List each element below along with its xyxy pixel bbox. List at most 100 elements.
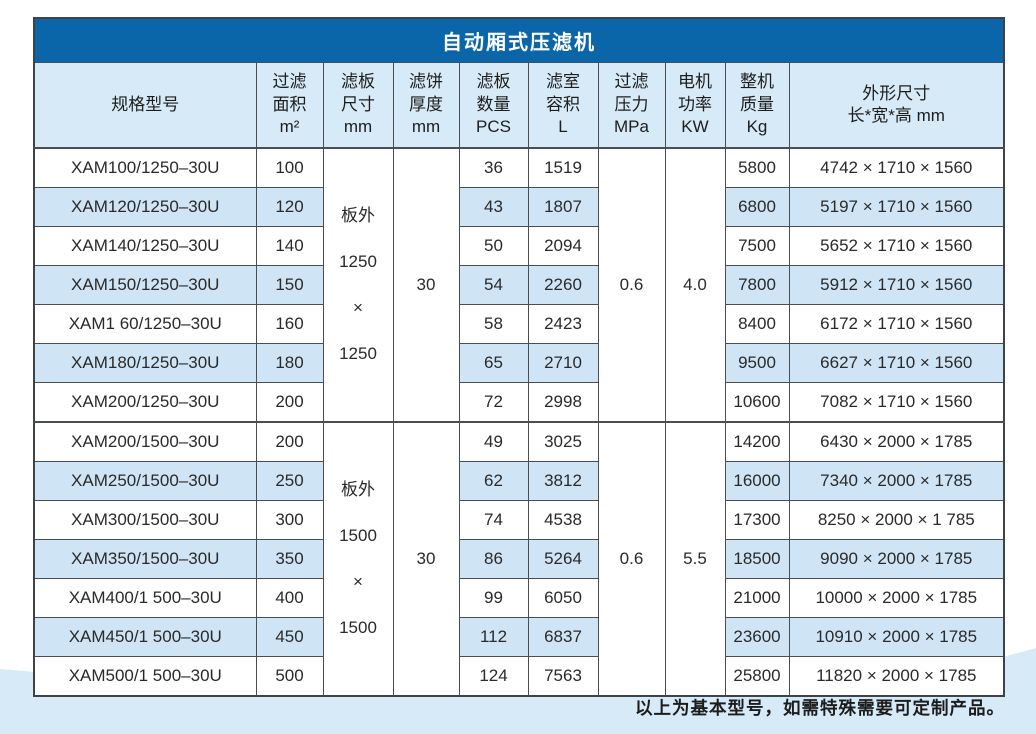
area-cell: 450 — [255, 617, 324, 657]
power-cell: 5.5 — [664, 421, 726, 697]
plate-qty-cell: 65 — [458, 343, 529, 383]
model-cell: XAM180/1250–30U — [33, 343, 257, 383]
plate-size-cell: 板外 1500 × 1500 — [322, 421, 394, 697]
area-cell: 150 — [255, 265, 324, 305]
table-row: XAM150/1250–30U 150 54 2260 7800 5912 × 1710 … — [33, 265, 1005, 305]
area-cell: 200 — [255, 382, 324, 423]
column-header-chamber-volume: 滤室 容积 L — [527, 62, 599, 149]
column-header-filter-pressure: 过滤 压力 MPa — [597, 62, 666, 149]
column-header-plate-size: 滤板 尺寸 mm — [322, 62, 394, 149]
plate-qty-cell: 54 — [458, 265, 529, 305]
power-cell: 4.0 — [664, 147, 726, 423]
dims-cell: 5912 × 1710 × 1560 — [788, 265, 1005, 305]
table-row: XAM200/1250–30U 200 72 2998 10600 7082 × 1710… — [33, 382, 1005, 423]
volume-cell: 5264 — [527, 539, 599, 579]
plate-qty-cell: 99 — [458, 578, 529, 618]
dims-cell: 6172 × 1710 × 1560 — [788, 304, 1005, 344]
column-header-motor-power: 电机 功率 KW — [664, 62, 726, 149]
table-row: XAM350/1500–30U 350 86 5264 18500 9090 × 2000… — [33, 539, 1005, 579]
model-cell: XAM250/1500–30U — [33, 461, 257, 501]
dims-cell: 11820 × 2000 × 1785 — [788, 656, 1005, 697]
weight-cell: 25800 — [724, 656, 790, 697]
dims-cell: 10000 × 2000 × 1785 — [788, 578, 1005, 618]
weight-cell: 17300 — [724, 500, 790, 540]
volume-cell: 2094 — [527, 226, 599, 266]
model-cell: XAM140/1250–30U — [33, 226, 257, 266]
area-cell: 180 — [255, 343, 324, 383]
model-cell: XAM200/1500–30U — [33, 421, 257, 462]
volume-cell: 1519 — [527, 147, 599, 188]
plate-qty-cell: 72 — [458, 382, 529, 423]
volume-cell: 7563 — [527, 656, 599, 697]
area-cell: 120 — [255, 187, 324, 227]
weight-cell: 18500 — [724, 539, 790, 579]
area-cell: 100 — [255, 147, 324, 188]
weight-cell: 23600 — [724, 617, 790, 657]
weight-cell: 21000 — [724, 578, 790, 618]
volume-cell: 3812 — [527, 461, 599, 501]
plate-qty-cell: 49 — [458, 421, 529, 462]
model-cell: XAM200/1250–30U — [33, 382, 257, 423]
column-header-dimensions: 外形尺寸 长*宽*高 mm — [788, 62, 1005, 149]
model-group-2: XAM200/1500–30U 200 板外 1500 × 1500 30 49 3025 0.6… — [33, 421, 1005, 697]
area-cell: 350 — [255, 539, 324, 579]
header-row: 规格型号 过滤 面积 m² 滤板 尺寸 mm 滤饼 厚度 mm 滤板 数量 PCS 滤室 容积 L 过滤 压力 MP… — [33, 62, 1005, 149]
model-cell: XAM400/1 500–30U — [33, 578, 257, 618]
table-row: XAM300/1500–30U 300 74 4538 17300 8250 × 2000… — [33, 500, 1005, 540]
table-row: XAM100/1250–30U 100 板外 1250 × 1250 30 36 1519 0.6… — [33, 147, 1005, 423]
volume-cell: 2260 — [527, 265, 599, 305]
footer-note: 以上为基本型号，如需特殊需要可定制产品。 — [635, 698, 1005, 718]
column-header-machine-weight: 整机 质量 Kg — [724, 62, 790, 149]
dims-cell: 5197 × 1710 × 1560 — [788, 187, 1005, 227]
dims-cell: 7082 × 1710 × 1560 — [788, 382, 1005, 423]
model-cell: XAM1 60/1250–30U — [33, 304, 257, 344]
model-cell: XAM100/1250–30U — [33, 147, 257, 188]
volume-cell: 6050 — [527, 578, 599, 618]
plate-qty-cell: 86 — [458, 539, 529, 579]
table-row: XAM450/1 500–30U 450 112 6837 23600 10910 × 2… — [33, 617, 1005, 657]
table-row: XAM180/1250–30U 180 65 2710 9500 6627 × 1710 … — [33, 343, 1005, 383]
plate-qty-cell: 36 — [458, 147, 529, 188]
dims-cell: 10910 × 2000 × 1785 — [788, 617, 1005, 657]
volume-cell: 3025 — [527, 421, 599, 462]
dims-cell: 5652 × 1710 × 1560 — [788, 226, 1005, 266]
column-header-area: 过滤 面积 m² — [255, 62, 324, 149]
weight-cell: 5800 — [724, 147, 790, 188]
table-row: XAM200/1500–30U 200 板外 1500 × 1500 30 49 3025 0.6… — [33, 421, 1005, 697]
dims-cell: 7340 × 2000 × 1785 — [788, 461, 1005, 501]
table-row: XAM120/1250–30U 120 43 1807 6800 5197 × 1710 … — [33, 187, 1005, 227]
area-cell: 400 — [255, 578, 324, 618]
volume-cell: 2710 — [527, 343, 599, 383]
table-title: 自动厢式压滤机 — [33, 17, 1005, 63]
column-header-plate-qty: 滤板 数量 PCS — [458, 62, 529, 149]
model-group-1: XAM100/1250–30U 100 板外 1250 × 1250 30 36 1519 0.6… — [33, 147, 1005, 423]
area-cell: 500 — [255, 656, 324, 697]
model-cell: XAM300/1500–30U — [33, 500, 257, 540]
weight-cell: 7500 — [724, 226, 790, 266]
table-row: XAM500/1 500–30U 500 124 7563 25800 11820 × 2… — [33, 656, 1005, 697]
model-cell: XAM500/1 500–30U — [33, 656, 257, 697]
weight-cell: 16000 — [724, 461, 790, 501]
plate-qty-cell: 112 — [458, 617, 529, 657]
column-header-cake-thickness: 滤饼 厚度 mm — [392, 62, 460, 149]
dims-cell: 9090 × 2000 × 1785 — [788, 539, 1005, 579]
plate-qty-cell: 74 — [458, 500, 529, 540]
table-row: XAM140/1250–30U 140 50 2094 7500 5652 × 1710 … — [33, 226, 1005, 266]
dims-cell: 6627 × 1710 × 1560 — [788, 343, 1005, 383]
plate-qty-cell: 58 — [458, 304, 529, 344]
plate-qty-cell: 62 — [458, 461, 529, 501]
weight-cell: 8400 — [724, 304, 790, 344]
model-cell: XAM120/1250–30U — [33, 187, 257, 227]
spec-table: 自动厢式压滤机 规格型号 过滤 面积 m² 滤板 尺寸 mm 滤饼 厚度 mm 滤板 数量 PCS 滤室容… — [33, 17, 1006, 697]
volume-cell: 6837 — [527, 617, 599, 657]
plate-qty-cell: 43 — [458, 187, 529, 227]
weight-cell: 7800 — [724, 265, 790, 305]
model-cell: XAM450/1 500–30U — [33, 617, 257, 657]
area-cell: 200 — [255, 421, 324, 462]
weight-cell: 14200 — [724, 421, 790, 462]
area-cell: 140 — [255, 226, 324, 266]
weight-cell: 10600 — [724, 382, 790, 423]
table-row: XAM1 60/1250–30U 160 58 2423 8400 6172 × 1710… — [33, 304, 1005, 344]
thickness-cell: 30 — [392, 421, 460, 697]
column-header-model: 规格型号 — [33, 62, 257, 149]
